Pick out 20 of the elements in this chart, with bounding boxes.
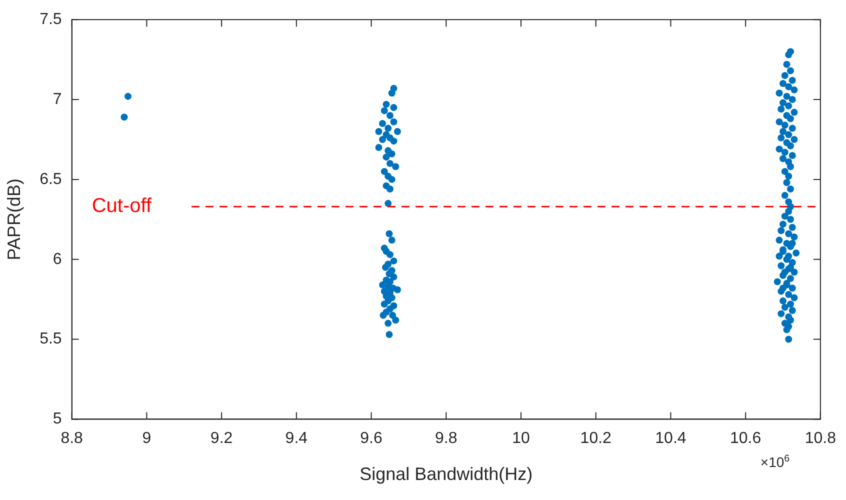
y-tick-label: 5 [52,410,62,428]
x-tick-label: 9.4 [285,430,308,448]
x-tick-label: 9 [142,430,152,448]
x-tick-label: 10.8 [804,430,836,448]
x-tick-label: 9.2 [210,430,233,448]
x-tick-label: 10.6 [730,430,762,448]
y-tick-label: 7 [52,90,62,108]
x-tick-label: 9.6 [360,430,382,448]
y-tick-label: 6 [52,250,62,268]
y-tick-label: 7.5 [40,11,62,28]
x-tick-label: 10.2 [580,430,612,448]
x-tick-label: 8.8 [60,430,84,448]
ref-line-label: Cut-off [92,195,152,218]
y-tick-label: 6.5 [40,170,62,188]
x-tick-label: 10 [512,430,530,448]
x-axis-title: Signal Bandwidth(Hz) [360,464,533,484]
x-tick-label: 9.8 [435,430,458,448]
y-axis-title: PAPR(dB) [4,178,24,260]
x-tick-label: 10.4 [655,430,686,448]
y-tick-label: 5.5 [40,330,62,348]
